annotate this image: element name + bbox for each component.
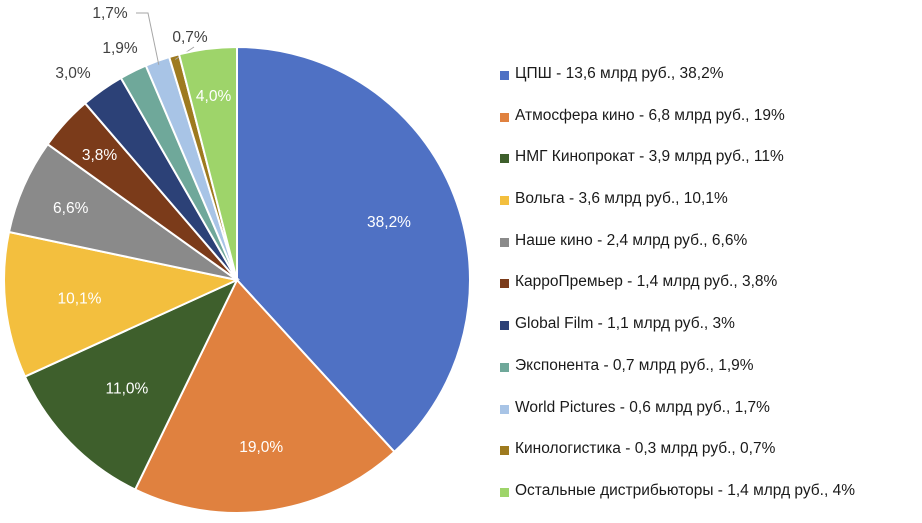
legend-item: World Pictures - 0,6 млрд руб., 1,7% [500, 398, 920, 440]
legend-item: ЦПШ - 13,6 млрд руб., 38,2% [500, 64, 920, 106]
slice-data-label: 1,7% [92, 5, 128, 22]
slice-data-label: 1,9% [102, 40, 138, 57]
legend-swatch [500, 112, 509, 122]
legend-swatch [500, 279, 509, 289]
legend-swatch [500, 362, 509, 372]
legend-label: КарроПремьер - 1,4 млрд руб., 3,8% [515, 273, 778, 291]
legend-label: НМГ Кинопрокат - 3,9 млрд руб., 11% [515, 148, 784, 166]
legend-item: НМГ Кинопрокат - 3,9 млрд руб., 11% [500, 147, 920, 189]
legend-item: Атмосфера кино - 6,8 млрд руб., 19% [500, 106, 920, 148]
legend-item: Кинологистика - 0,3 млрд руб., 0,7% [500, 439, 920, 481]
pie-slice [177, 45, 238, 281]
legend-item: Global Film - 1,1 млрд руб., 3% [500, 314, 920, 356]
legend-swatch [500, 446, 509, 456]
legend-label: Наше кино - 2,4 млрд руб., 6,6% [515, 231, 748, 249]
legend-label: World Pictures - 0,6 млрд руб., 1,7% [515, 398, 770, 416]
legend-label: Вольга - 3,6 млрд руб., 10,1% [515, 190, 728, 208]
slice-data-label: 0,7% [172, 29, 208, 46]
legend-swatch [500, 71, 509, 80]
legend-swatch [500, 487, 509, 497]
legend-label: Экспонента - 0,7 млрд руб., 1,9% [515, 356, 754, 374]
legend: ЦПШ - 13,6 млрд руб., 38,2% Атмосфера кин… [500, 64, 920, 523]
slice-data-label: 19,0% [239, 439, 283, 456]
legend-label: Атмосфера кино - 6,8 млрд руб., 19% [515, 106, 785, 124]
legend-item: КарроПремьер - 1,4 млрд руб., 3,8% [500, 272, 920, 314]
slice-data-label: 3,8% [82, 147, 118, 164]
legend-swatch [500, 321, 509, 331]
leader-line [136, 12, 160, 65]
legend-swatch [500, 154, 509, 164]
legend-item: Наше кино - 2,4 млрд руб., 6,6% [500, 231, 920, 273]
legend-item: Остальные дистрибьюторы - 1,4 млрд руб.,… [500, 481, 920, 523]
legend-swatch [500, 237, 509, 247]
pie-slice [236, 45, 471, 454]
slice-data-label: 4,0% [196, 88, 232, 105]
legend-label: Остальные дистрибьюторы - 1,4 млрд руб.,… [515, 481, 855, 499]
pie-slice [23, 277, 240, 491]
slice-data-label: 3,0% [55, 65, 91, 82]
slice-data-label: 6,6% [53, 200, 89, 217]
legend-label: Кинологистика - 0,3 млрд руб., 0,7% [515, 440, 776, 458]
slice-data-label: 11,0% [105, 380, 148, 397]
legend-swatch [500, 404, 509, 414]
legend-label: Global Film - 1,1 млрд руб., 3% [515, 315, 735, 333]
pie-slice [133, 278, 396, 514]
legend-item: Вольга - 3,6 млрд руб., 10,1% [500, 189, 920, 231]
legend-item: Экспонента - 0,7 млрд руб., 1,9% [500, 356, 920, 398]
slice-data-label: 10,1% [58, 290, 102, 307]
slice-data-label: 38,2% [367, 214, 411, 231]
legend-label: ЦПШ - 13,6 млрд руб., 38,2% [515, 65, 724, 82]
legend-swatch [500, 196, 509, 206]
